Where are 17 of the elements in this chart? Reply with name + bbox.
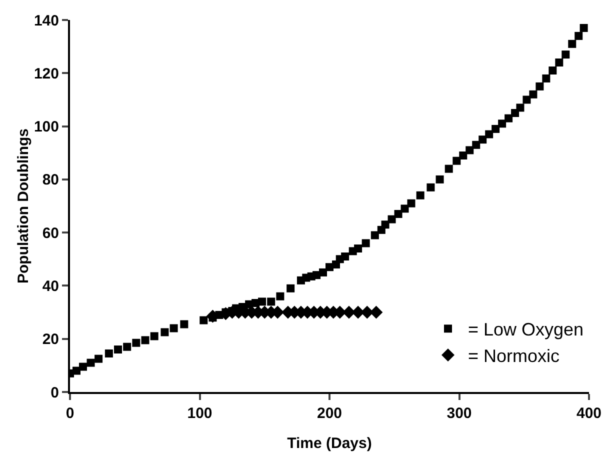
- x-tick-label: 300: [446, 405, 472, 422]
- x-tick-label: 200: [316, 405, 342, 422]
- y-tick-label: 140: [34, 12, 59, 30]
- y-tick-label: 60: [42, 224, 59, 242]
- x-axis-title: Time (Days): [287, 435, 372, 452]
- y-axis-title: Population Doublings: [14, 128, 32, 284]
- legend-label: = Low Oxygen: [468, 320, 584, 340]
- x-tick-label: 0: [66, 405, 74, 422]
- y-tick-label: 120: [34, 65, 59, 82]
- y-tick-label: 20: [42, 331, 59, 348]
- x-tick-label: 100: [187, 405, 212, 422]
- x-tick-label: 400: [576, 405, 602, 422]
- y-tick-label: 0: [50, 384, 59, 402]
- legend-label: = Normoxic: [468, 346, 560, 366]
- y-tick-label: 80: [42, 172, 59, 189]
- y-tick-label: 40: [42, 278, 59, 295]
- y-tick-label: 100: [34, 118, 59, 136]
